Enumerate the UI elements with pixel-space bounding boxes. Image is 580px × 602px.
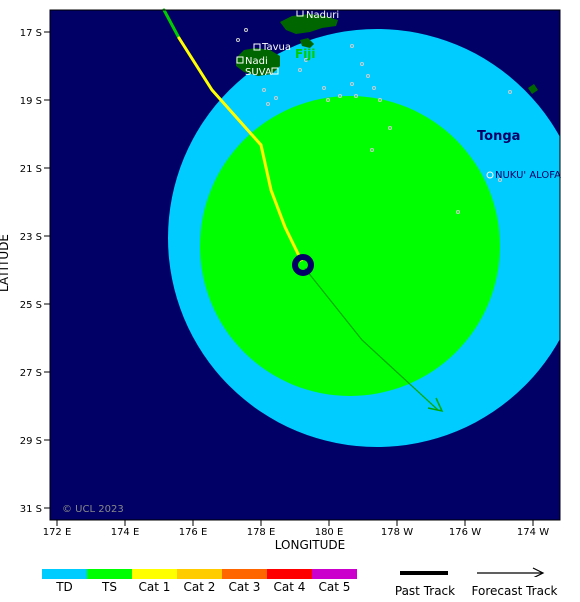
legend-swatch-cat4: [267, 569, 312, 579]
forecast-track-arrow: [477, 567, 545, 579]
legend-label-cat3: Cat 3: [228, 580, 261, 594]
legend-label-cat2: Cat 2: [183, 580, 216, 594]
forecast-track: [302, 265, 444, 413]
ts-wind-radius: [200, 96, 500, 396]
copyright: © UCL 2023: [62, 504, 124, 515]
fiji-islands: [236, 14, 538, 214]
latitude-axis-title: LATITUDE: [0, 233, 11, 293]
place-label-naduri: Naduri: [306, 10, 339, 21]
tavua-marker: [253, 43, 261, 51]
country-label-tonga: Tonga: [477, 129, 520, 144]
storm-track-map: Naduri Tavua Nadi SUVA NUKU' ALOFA Fiji …: [19, 8, 580, 538]
lat-tick-label: 27 S: [20, 368, 42, 379]
past-track-line: [400, 571, 448, 575]
intensity-legend-labels: TD TS Cat 1 Cat 2 Cat 3 Cat 4 Cat 5: [42, 580, 357, 594]
past-track: [162, 8, 305, 266]
storm-center-marker: [292, 254, 314, 276]
lon-tick-label: 180 E: [315, 527, 344, 538]
lon-tick-label: 176 E: [179, 527, 208, 538]
lat-tick-label: 31 S: [20, 504, 42, 515]
place-label-suva: SUVA: [245, 67, 272, 78]
legend-swatch-cat3: [222, 569, 267, 579]
longitude-ticks: 172 E 174 E 176 E 178 E 180 E 178 W 176 W 174 W: [43, 520, 549, 538]
longitude-axis-title: LONGITUDE: [274, 538, 346, 552]
lat-tick-label: 29 S: [20, 436, 42, 447]
legend-swatch-td: [42, 569, 87, 579]
nadi-marker: [236, 56, 244, 64]
latitude-ticks: 17 S 19 S 21 S 23 S 25 S 27 S 29 S 31 S: [20, 28, 50, 515]
nukualofa-marker: [486, 171, 494, 179]
lon-tick-label: 176 W: [449, 527, 481, 538]
legend-swatch-cat5: [312, 569, 357, 579]
lat-tick-label: 21 S: [20, 164, 42, 175]
lon-tick-label: 178 W: [381, 527, 413, 538]
lon-tick-label: 174 W: [517, 527, 549, 538]
past-track-label: Past Track: [394, 584, 456, 598]
legend-swatch-ts: [87, 569, 132, 579]
forecast-track-label: Forecast Track: [471, 584, 558, 598]
map-frame: [49, 9, 561, 521]
place-label-tavua: Tavua: [261, 42, 291, 53]
place-label-nadi: Nadi: [245, 56, 268, 67]
legend-swatch-cat2: [177, 569, 222, 579]
country-label-fiji: Fiji: [295, 47, 316, 61]
suva-marker: [271, 67, 279, 75]
intensity-legend: [42, 569, 357, 579]
legend-swatch-cat1: [132, 569, 177, 579]
past-track-key: Past Track: [390, 566, 460, 598]
lon-tick-label: 178 E: [247, 527, 276, 538]
legend-label-td: TD: [56, 580, 73, 594]
lon-tick-label: 174 E: [111, 527, 140, 538]
legend-label-cat4: Cat 4: [273, 580, 306, 594]
lon-tick-label: 172 E: [43, 527, 72, 538]
place-label-nukualofa: NUKU' ALOFA: [495, 170, 561, 181]
legend-label-cat1: Cat 1: [138, 580, 171, 594]
lat-tick-label: 25 S: [20, 300, 42, 311]
legend-label-cat5: Cat 5: [318, 580, 351, 594]
forecast-track-key: Forecast Track: [467, 566, 562, 598]
lat-tick-label: 17 S: [20, 28, 42, 39]
lat-tick-label: 23 S: [20, 232, 42, 243]
legend-label-ts: TS: [102, 580, 117, 594]
lat-tick-label: 19 S: [20, 96, 42, 107]
